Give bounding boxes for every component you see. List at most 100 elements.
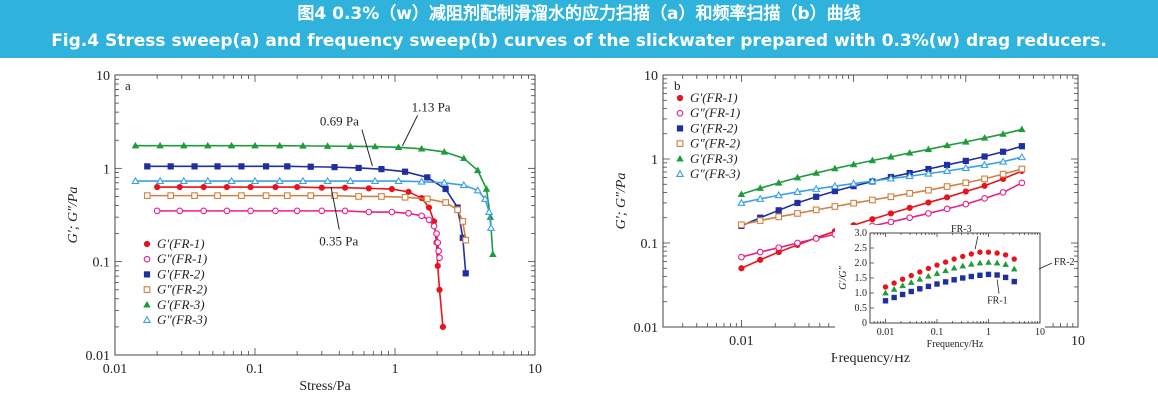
data-point [738, 253, 745, 261]
data-point [179, 176, 188, 185]
x-tick-label: 0.1 [931, 327, 944, 338]
legend-entry-gp-fr-2: G′(FR-2) [690, 120, 738, 135]
data-point [907, 279, 915, 285]
data-point [346, 142, 355, 150]
data-point [882, 298, 889, 304]
data-point [1018, 165, 1026, 173]
legend-entry-gpp-fr-3: G″(FR-3) [157, 312, 207, 327]
data-point [434, 239, 442, 246]
data-point [167, 192, 175, 199]
data-point [775, 244, 783, 252]
data-point [793, 187, 802, 195]
plot-frame [114, 74, 536, 356]
data-point [908, 272, 914, 279]
data-point [191, 192, 198, 199]
data-point [459, 180, 468, 189]
legend-entry-gpp-fr-2: G″(FR-2) [690, 136, 740, 151]
data-point [899, 291, 906, 298]
data-point [738, 265, 745, 272]
data-point [378, 193, 385, 200]
data-point [378, 166, 385, 173]
data-point [275, 141, 284, 149]
legend-marker-gp-fr-1 [143, 240, 151, 248]
data-point [1018, 125, 1026, 133]
data-point [831, 187, 838, 195]
legend-marker-gp-fr-2 [676, 125, 684, 132]
data-point [850, 199, 857, 207]
data-point [460, 154, 468, 162]
data-point [405, 188, 412, 195]
legend-marker-gpp-fr-1 [676, 109, 684, 117]
data-point [131, 141, 140, 149]
frequency-sweep-chart: 0.01 0.1 1 10 0.01 0.1 1 10 Frequency/Hz G′; G″/P… [614, 69, 1085, 366]
legend-marker-gpp-fr-2 [676, 140, 684, 147]
data-point [887, 193, 895, 201]
y-tick-label: 2.5 [855, 243, 868, 254]
data-point [425, 216, 433, 224]
data-point [155, 176, 165, 185]
data-point [275, 176, 284, 185]
data-point [482, 185, 491, 192]
data-point [298, 176, 308, 185]
data-point [977, 249, 983, 255]
series-gpp-fr-1 [153, 207, 443, 262]
legend-entry-gpp-fr-2: G″(FR-2) [157, 282, 207, 297]
x-tick-label: 0.01 [877, 327, 895, 338]
data-point [283, 192, 291, 199]
data-point [943, 205, 951, 213]
series-gp-fr-3 [131, 141, 497, 257]
legend-marker-gpp-fr-3 [675, 169, 685, 177]
panel-label-a: a [125, 78, 131, 93]
data-point [999, 189, 1007, 196]
series-fr-3 [882, 249, 1017, 290]
data-point [950, 264, 958, 271]
series-line-gpp-fr-3 [741, 156, 1023, 204]
series-line-gp-fr-1 [741, 170, 1023, 270]
data-point [775, 207, 782, 214]
data-point [323, 142, 332, 149]
data-point [355, 193, 363, 200]
data-point [906, 214, 914, 222]
data-point [307, 192, 315, 199]
data-point [981, 153, 988, 160]
y-tick-label: 1 [103, 162, 110, 177]
data-point [962, 200, 970, 208]
chart-legend: G′(FR-1)G″(FR-1)G′(FR-2)G″(FR-2)G′(FR-3)… [675, 90, 740, 181]
data-point [968, 273, 975, 280]
data-point [951, 277, 957, 283]
data-point [899, 276, 906, 282]
data-point [906, 190, 914, 197]
data-point [214, 163, 221, 170]
data-point [886, 174, 896, 182]
legend-marker-gp-fr-1 [676, 94, 684, 102]
y-tick-label: 2.0 [855, 258, 868, 269]
data-point [167, 163, 174, 170]
data-point [436, 286, 443, 293]
data-point [942, 259, 949, 265]
data-point [318, 207, 326, 215]
data-point [793, 173, 802, 181]
inset-label-fr-3: FR-3 [951, 224, 972, 235]
data-point [830, 181, 840, 190]
data-point [812, 184, 821, 192]
data-point [899, 282, 906, 289]
data-point [831, 203, 839, 210]
inset-label-fr-2: FR-2 [1054, 257, 1075, 268]
data-point [341, 207, 349, 215]
data-point [925, 199, 932, 206]
data-point [869, 216, 876, 223]
data-point [924, 145, 933, 153]
data-point [868, 176, 877, 185]
data-point [917, 286, 923, 292]
caption-chinese: 图4 0.3%（w）减阻剂配制滑溜水的应力扫描（a）和频率扫描（b）曲线 [297, 4, 861, 24]
data-point [980, 160, 989, 168]
data-point [250, 176, 260, 185]
data-point [227, 176, 236, 185]
y-axis-label: G′; G″/Pa [66, 187, 81, 244]
data-point [388, 185, 395, 193]
data-point [200, 183, 207, 191]
y-tick-label: 10 [96, 69, 110, 84]
caption-english: Fig.4 Stress sweep(a) and frequency swee… [51, 31, 1107, 51]
series-fr-1 [882, 271, 1017, 304]
figure-caption-banner: 图4 0.3%（w）减阻剂配制滑溜水的应力扫描（a）和频率扫描（b）曲线 Fig… [0, 0, 1158, 58]
